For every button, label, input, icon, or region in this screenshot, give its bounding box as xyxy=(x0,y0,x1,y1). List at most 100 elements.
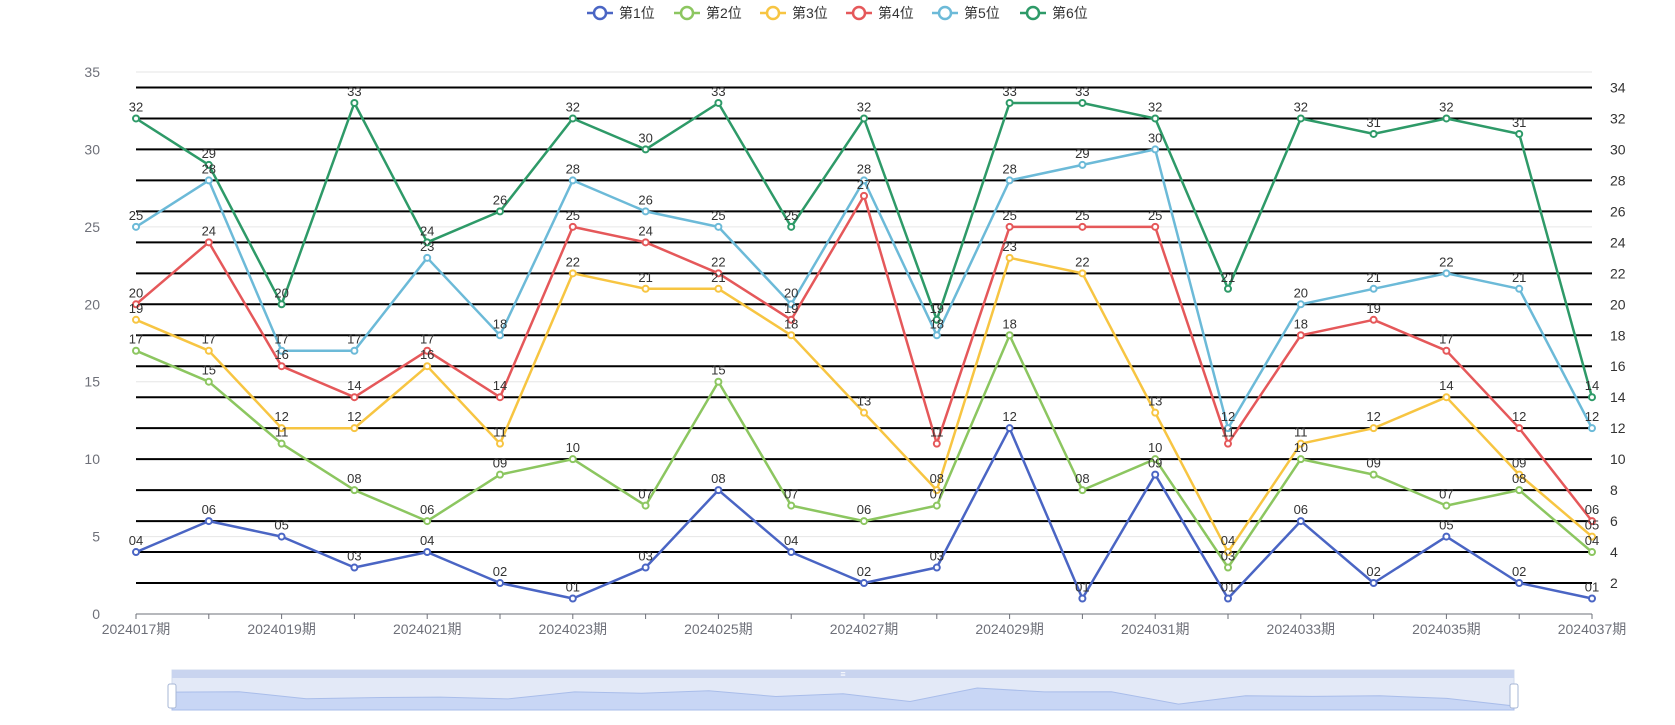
data-point[interactable] xyxy=(204,176,213,185)
data-point[interactable] xyxy=(423,548,432,557)
data-point[interactable] xyxy=(641,563,650,572)
data-point[interactable] xyxy=(496,207,504,216)
data-point[interactable] xyxy=(787,300,796,309)
zoom-handle-left[interactable] xyxy=(167,683,177,709)
data-point[interactable] xyxy=(714,284,723,293)
data-point[interactable] xyxy=(714,377,723,386)
legend-item-2[interactable]: 第2位 xyxy=(674,5,742,21)
data-point[interactable] xyxy=(496,439,504,448)
data-point[interactable] xyxy=(1515,284,1524,293)
data-point[interactable] xyxy=(132,300,140,309)
data-point[interactable] xyxy=(1078,594,1087,603)
data-point[interactable] xyxy=(860,176,868,185)
data-point[interactable] xyxy=(714,486,723,495)
data-point[interactable] xyxy=(1151,470,1160,479)
data-point[interactable] xyxy=(1151,455,1160,464)
data-point[interactable] xyxy=(1005,253,1014,262)
data-point[interactable] xyxy=(1296,517,1305,526)
data-point[interactable] xyxy=(1442,269,1451,278)
data-point[interactable] xyxy=(568,455,577,464)
data-point[interactable] xyxy=(496,579,504,588)
data-point[interactable] xyxy=(714,222,723,231)
data-point[interactable] xyxy=(860,114,868,123)
data-point[interactable] xyxy=(350,563,359,572)
data-point[interactable] xyxy=(1515,579,1524,588)
legend-item-3[interactable]: 第3位 xyxy=(760,5,828,21)
data-point[interactable] xyxy=(787,315,796,324)
data-point[interactable] xyxy=(277,346,286,355)
data-point[interactable] xyxy=(1005,331,1014,340)
data-point[interactable] xyxy=(641,145,650,154)
data-point[interactable] xyxy=(1588,548,1596,557)
data-point[interactable] xyxy=(932,331,941,340)
data-point[interactable] xyxy=(423,238,432,247)
data-point[interactable] xyxy=(932,563,941,572)
data-point[interactable] xyxy=(277,424,286,433)
data-point[interactable] xyxy=(1224,424,1232,433)
data-point[interactable] xyxy=(1369,129,1378,138)
data-zoom-slider[interactable]: ≡ xyxy=(167,669,1519,711)
legend-item-5[interactable]: 第5位 xyxy=(932,5,1000,21)
zoom-handle-right[interactable] xyxy=(1509,683,1519,709)
data-point[interactable] xyxy=(1296,331,1305,340)
data-point[interactable] xyxy=(714,269,723,278)
data-point[interactable] xyxy=(932,501,941,510)
data-point[interactable] xyxy=(787,331,796,340)
data-point[interactable] xyxy=(132,315,140,324)
data-point[interactable] xyxy=(1588,532,1596,541)
data-point[interactable] xyxy=(1151,145,1160,154)
data-point[interactable] xyxy=(1588,424,1596,433)
data-point[interactable] xyxy=(932,439,941,448)
data-point[interactable] xyxy=(860,408,868,417)
data-point[interactable] xyxy=(1369,579,1378,588)
data-point[interactable] xyxy=(568,114,577,123)
data-point[interactable] xyxy=(1078,269,1087,278)
data-point[interactable] xyxy=(787,501,796,510)
data-point[interactable] xyxy=(277,532,286,541)
data-point[interactable] xyxy=(1442,346,1451,355)
data-point[interactable] xyxy=(860,579,868,588)
data-point[interactable] xyxy=(932,315,941,324)
data-point[interactable] xyxy=(1369,470,1378,479)
zoom-move-handle[interactable]: ≡ xyxy=(840,669,845,679)
data-point[interactable] xyxy=(1005,424,1014,433)
data-point[interactable] xyxy=(1296,439,1305,448)
data-point[interactable] xyxy=(1224,594,1232,603)
data-point[interactable] xyxy=(1296,455,1305,464)
data-point[interactable] xyxy=(860,191,868,200)
data-point[interactable] xyxy=(1296,114,1305,123)
data-point[interactable] xyxy=(1151,408,1160,417)
data-point[interactable] xyxy=(204,346,213,355)
data-point[interactable] xyxy=(932,486,941,495)
data-point[interactable] xyxy=(132,548,140,557)
data-point[interactable] xyxy=(1442,393,1451,402)
data-point[interactable] xyxy=(496,331,504,340)
data-point[interactable] xyxy=(350,346,359,355)
data-point[interactable] xyxy=(350,424,359,433)
data-point[interactable] xyxy=(787,222,796,231)
data-point[interactable] xyxy=(1369,284,1378,293)
data-point[interactable] xyxy=(1515,486,1524,495)
data-point[interactable] xyxy=(1515,424,1524,433)
data-point[interactable] xyxy=(1515,470,1524,479)
data-point[interactable] xyxy=(350,486,359,495)
data-point[interactable] xyxy=(132,346,140,355)
data-point[interactable] xyxy=(1224,439,1232,448)
data-point[interactable] xyxy=(204,377,213,386)
data-point[interactable] xyxy=(204,238,213,247)
data-point[interactable] xyxy=(1442,114,1451,123)
legend-item-6[interactable]: 第6位 xyxy=(1020,5,1088,21)
data-point[interactable] xyxy=(1078,98,1087,107)
data-point[interactable] xyxy=(1005,222,1014,231)
data-point[interactable] xyxy=(1515,129,1524,138)
legend-item-1[interactable]: 第1位 xyxy=(587,5,655,21)
data-point[interactable] xyxy=(860,517,868,526)
data-point[interactable] xyxy=(568,176,577,185)
data-point[interactable] xyxy=(277,439,286,448)
data-point[interactable] xyxy=(1224,284,1232,293)
data-point[interactable] xyxy=(641,501,650,510)
data-point[interactable] xyxy=(277,300,286,309)
data-point[interactable] xyxy=(1078,486,1087,495)
data-point[interactable] xyxy=(496,470,504,479)
data-point[interactable] xyxy=(1151,222,1160,231)
